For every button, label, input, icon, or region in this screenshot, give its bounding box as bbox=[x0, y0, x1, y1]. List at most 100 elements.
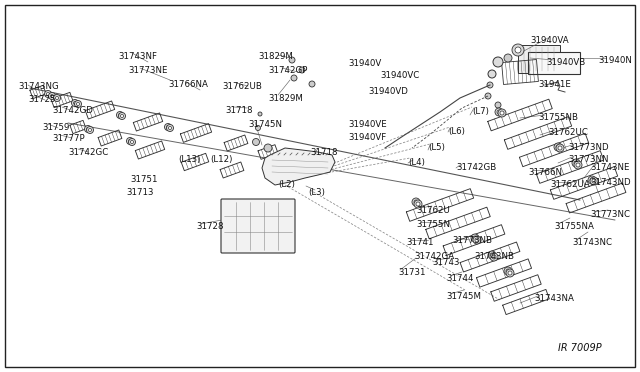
Circle shape bbox=[74, 102, 77, 105]
Circle shape bbox=[574, 161, 578, 165]
Text: 31940VC: 31940VC bbox=[380, 71, 419, 80]
Text: (L3): (L3) bbox=[308, 188, 325, 197]
Text: 31829M: 31829M bbox=[268, 94, 303, 103]
Circle shape bbox=[485, 93, 491, 99]
Text: 31745N: 31745N bbox=[248, 120, 282, 129]
Text: (L13): (L13) bbox=[178, 155, 200, 164]
Circle shape bbox=[54, 94, 61, 102]
Circle shape bbox=[495, 102, 501, 108]
Circle shape bbox=[77, 103, 79, 106]
Circle shape bbox=[506, 269, 510, 273]
Text: 31742GC: 31742GC bbox=[68, 148, 108, 157]
Text: 31725: 31725 bbox=[28, 95, 56, 104]
Circle shape bbox=[309, 81, 315, 87]
Text: 31742GD: 31742GD bbox=[52, 106, 93, 115]
Text: 31742GP: 31742GP bbox=[268, 66, 307, 75]
Circle shape bbox=[254, 207, 260, 213]
Circle shape bbox=[88, 128, 92, 131]
Text: 31940V: 31940V bbox=[348, 59, 381, 68]
Text: 31755NB: 31755NB bbox=[538, 113, 578, 122]
Circle shape bbox=[504, 54, 512, 62]
Circle shape bbox=[497, 110, 501, 114]
Circle shape bbox=[120, 115, 124, 118]
Text: 31773NE: 31773NE bbox=[128, 66, 168, 75]
Circle shape bbox=[131, 141, 134, 144]
Circle shape bbox=[588, 176, 596, 184]
Circle shape bbox=[49, 93, 56, 99]
Circle shape bbox=[279, 207, 285, 213]
Circle shape bbox=[500, 111, 504, 115]
Circle shape bbox=[253, 138, 259, 145]
Text: 31743NG: 31743NG bbox=[18, 82, 59, 91]
Circle shape bbox=[166, 125, 170, 128]
Circle shape bbox=[229, 235, 235, 241]
Circle shape bbox=[74, 100, 81, 108]
Circle shape bbox=[86, 126, 93, 134]
Circle shape bbox=[473, 236, 481, 244]
Circle shape bbox=[412, 198, 420, 206]
Circle shape bbox=[51, 94, 54, 97]
Circle shape bbox=[72, 99, 79, 106]
Circle shape bbox=[47, 93, 49, 96]
Text: IR 7009P: IR 7009P bbox=[558, 343, 602, 353]
Text: 31777P: 31777P bbox=[52, 134, 84, 143]
Circle shape bbox=[556, 144, 564, 152]
Text: 31718: 31718 bbox=[225, 106, 253, 115]
Circle shape bbox=[590, 178, 594, 182]
Text: 31773NB: 31773NB bbox=[452, 236, 492, 245]
Text: 31759: 31759 bbox=[42, 123, 69, 132]
Circle shape bbox=[129, 140, 131, 142]
Text: 31940VA: 31940VA bbox=[530, 36, 568, 45]
Text: 31743NC: 31743NC bbox=[572, 238, 612, 247]
Text: (L6): (L6) bbox=[448, 127, 465, 136]
Circle shape bbox=[56, 96, 58, 99]
Text: 31743NA: 31743NA bbox=[534, 294, 574, 303]
Text: 31829M: 31829M bbox=[258, 52, 293, 61]
Text: 31755NA: 31755NA bbox=[554, 222, 594, 231]
Text: 31940VD: 31940VD bbox=[368, 87, 408, 96]
Circle shape bbox=[506, 269, 514, 277]
Circle shape bbox=[289, 57, 295, 63]
Circle shape bbox=[299, 67, 305, 73]
Circle shape bbox=[508, 271, 512, 275]
Text: 31766NA: 31766NA bbox=[168, 80, 208, 89]
Text: (L4): (L4) bbox=[408, 158, 425, 167]
Text: 31755N: 31755N bbox=[416, 220, 450, 229]
Text: 31743NF: 31743NF bbox=[118, 52, 157, 61]
Circle shape bbox=[554, 143, 562, 151]
Text: 31731: 31731 bbox=[398, 268, 426, 277]
Circle shape bbox=[572, 159, 580, 167]
Text: 31751: 31751 bbox=[130, 175, 157, 184]
Circle shape bbox=[229, 207, 235, 213]
Text: 31742GB: 31742GB bbox=[456, 163, 496, 172]
Circle shape bbox=[576, 163, 580, 167]
Text: 31743NE: 31743NE bbox=[590, 163, 630, 172]
Circle shape bbox=[279, 235, 285, 241]
Text: (L12): (L12) bbox=[210, 155, 232, 164]
Circle shape bbox=[556, 145, 560, 149]
Text: 31741: 31741 bbox=[406, 238, 433, 247]
FancyBboxPatch shape bbox=[221, 199, 295, 253]
Circle shape bbox=[116, 112, 124, 119]
Circle shape bbox=[490, 253, 498, 261]
Circle shape bbox=[414, 200, 422, 208]
Text: 31940N: 31940N bbox=[598, 56, 632, 65]
Circle shape bbox=[515, 47, 521, 53]
Text: 31742GA: 31742GA bbox=[414, 252, 454, 261]
Circle shape bbox=[493, 57, 503, 67]
Text: 31773ND: 31773ND bbox=[568, 143, 609, 152]
Text: 31744: 31744 bbox=[446, 274, 474, 283]
Circle shape bbox=[473, 236, 477, 240]
Text: 31718: 31718 bbox=[310, 148, 337, 157]
Bar bbox=[528, 52, 580, 74]
Circle shape bbox=[164, 124, 172, 131]
Circle shape bbox=[118, 113, 122, 116]
Circle shape bbox=[512, 44, 524, 56]
Circle shape bbox=[86, 128, 90, 131]
Circle shape bbox=[490, 253, 494, 257]
Text: 31762UB: 31762UB bbox=[222, 82, 262, 91]
Circle shape bbox=[488, 251, 496, 259]
Circle shape bbox=[492, 255, 496, 259]
Circle shape bbox=[166, 125, 173, 131]
Circle shape bbox=[45, 90, 51, 97]
